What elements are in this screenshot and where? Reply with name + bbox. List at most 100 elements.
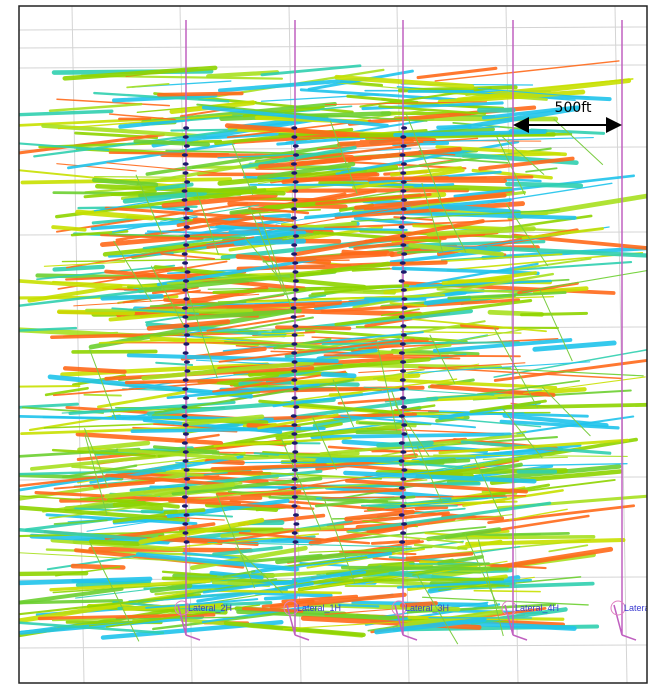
perforation bbox=[293, 144, 299, 148]
perforation bbox=[292, 360, 298, 364]
perforation bbox=[183, 378, 189, 382]
perforation bbox=[401, 468, 407, 472]
perforation bbox=[400, 360, 406, 364]
perforation bbox=[400, 171, 406, 175]
perforation bbox=[182, 189, 188, 193]
perforation bbox=[291, 378, 297, 382]
perforation bbox=[401, 270, 407, 274]
fracture bbox=[53, 227, 84, 230]
perforation bbox=[291, 414, 297, 418]
perforation bbox=[183, 351, 189, 355]
perforation bbox=[291, 306, 297, 310]
perforation bbox=[291, 423, 297, 427]
perforation bbox=[182, 405, 188, 409]
perforation bbox=[400, 396, 406, 400]
perforation bbox=[400, 135, 406, 139]
perforation bbox=[291, 369, 297, 373]
perforation bbox=[182, 414, 188, 418]
perforation bbox=[292, 441, 298, 445]
fracture bbox=[508, 184, 581, 186]
perforation bbox=[399, 279, 405, 283]
perforation bbox=[183, 162, 189, 166]
perforation bbox=[183, 396, 189, 400]
perforation bbox=[401, 198, 407, 202]
perforation bbox=[182, 387, 188, 391]
fracture bbox=[378, 443, 431, 445]
perforation bbox=[292, 531, 298, 535]
perforation bbox=[293, 234, 299, 238]
perforation bbox=[183, 342, 189, 346]
perforation bbox=[292, 396, 298, 400]
perforation bbox=[399, 540, 405, 544]
perforation bbox=[183, 423, 189, 427]
perforation bbox=[399, 315, 405, 319]
perforation bbox=[291, 135, 297, 139]
perforation bbox=[292, 333, 298, 337]
perforation bbox=[399, 486, 405, 490]
perforation bbox=[400, 324, 406, 328]
fracture bbox=[357, 327, 558, 328]
perforation bbox=[401, 126, 407, 130]
perforation bbox=[401, 288, 407, 292]
fracture bbox=[438, 126, 470, 127]
perforation bbox=[291, 486, 297, 490]
perforation bbox=[399, 351, 405, 355]
perforation bbox=[401, 333, 407, 337]
perforation bbox=[291, 459, 297, 463]
perforation bbox=[183, 171, 189, 175]
perforation bbox=[400, 477, 406, 481]
perforation bbox=[292, 270, 298, 274]
scale-label: 500ft bbox=[555, 100, 592, 116]
perforation bbox=[292, 225, 298, 229]
perforation bbox=[182, 252, 188, 256]
perforation bbox=[400, 369, 406, 373]
perforation bbox=[292, 189, 298, 193]
fracture bbox=[230, 232, 304, 233]
perforation bbox=[401, 405, 407, 409]
perforation bbox=[184, 369, 190, 373]
perforation bbox=[401, 432, 407, 436]
perforation bbox=[184, 360, 190, 364]
fracture bbox=[340, 141, 412, 144]
perforation bbox=[183, 216, 189, 220]
perforation bbox=[292, 198, 298, 202]
perforation bbox=[400, 378, 406, 382]
perforation bbox=[400, 342, 406, 346]
perforation bbox=[399, 459, 405, 463]
perforation bbox=[401, 144, 407, 148]
perforation bbox=[182, 306, 188, 310]
perforation bbox=[184, 477, 190, 481]
perforation bbox=[182, 261, 188, 265]
perforation bbox=[401, 207, 407, 211]
perforation bbox=[400, 234, 406, 238]
perforation bbox=[183, 297, 189, 301]
well-label: Lateral_2H bbox=[188, 603, 232, 613]
fracture bbox=[266, 597, 296, 599]
perforation bbox=[184, 144, 190, 148]
perforation bbox=[183, 432, 189, 436]
fracture bbox=[325, 355, 520, 356]
perforation bbox=[292, 477, 298, 481]
perforation bbox=[184, 207, 190, 211]
perforation bbox=[292, 450, 298, 454]
perforation bbox=[291, 216, 297, 220]
perforation bbox=[182, 495, 188, 499]
fracture bbox=[318, 459, 401, 461]
perforation bbox=[291, 126, 297, 130]
perforation bbox=[399, 513, 405, 517]
perforation bbox=[291, 351, 297, 355]
perforation bbox=[293, 405, 299, 409]
perforation bbox=[293, 153, 299, 157]
fracture bbox=[333, 579, 502, 580]
perforation bbox=[291, 171, 297, 175]
perforation bbox=[292, 324, 298, 328]
perforation bbox=[182, 522, 188, 526]
perforation bbox=[399, 414, 405, 418]
perforation bbox=[400, 495, 406, 499]
perforation bbox=[293, 522, 299, 526]
fracture bbox=[447, 537, 594, 538]
perforation bbox=[293, 279, 299, 283]
perforation bbox=[399, 153, 405, 157]
perforation bbox=[291, 504, 297, 508]
perforation bbox=[182, 153, 188, 157]
